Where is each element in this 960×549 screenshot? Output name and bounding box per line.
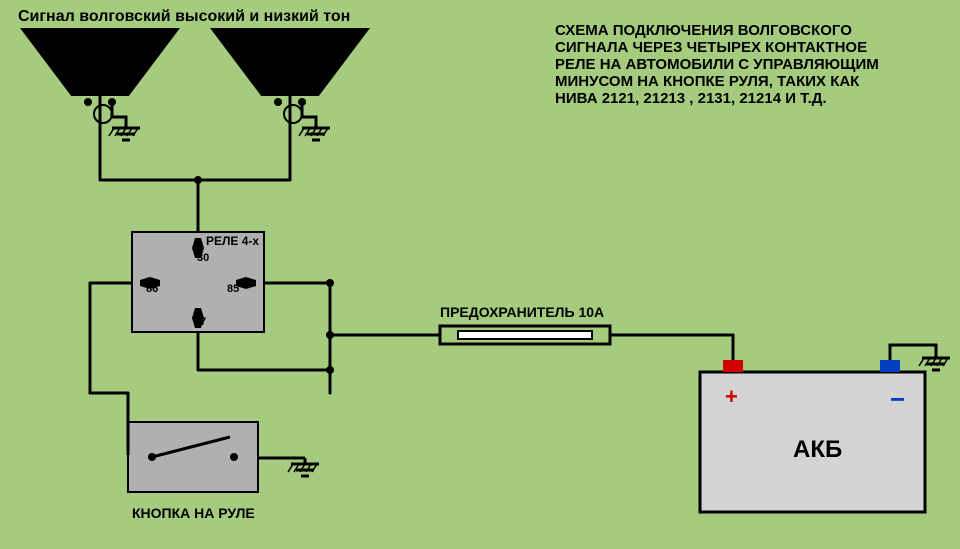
fuse-label: ПРЕДОХРАНИТЕЛЬ 10А: [440, 304, 604, 320]
button-label: КНОПКА НА РУЛЕ: [132, 505, 255, 521]
relay-label: РЕЛЕ 4-х: [206, 234, 259, 248]
description-label: СХЕМА ПОДКЛЮЧЕНИЯ ВОЛГОВСКОГО СИГНАЛА ЧЕ…: [555, 22, 879, 107]
pin30-label: 30: [197, 252, 209, 264]
pin86-label: 86: [146, 283, 158, 295]
battery-plus-label: +: [725, 384, 738, 410]
battery-minus-label: −: [890, 384, 905, 415]
title-label: Сигнал волговский высокий и низкий тон: [18, 8, 350, 26]
pin87-label: 87: [194, 316, 206, 328]
battery-label: АКБ: [793, 436, 842, 464]
pin85-label: 85: [227, 283, 239, 295]
